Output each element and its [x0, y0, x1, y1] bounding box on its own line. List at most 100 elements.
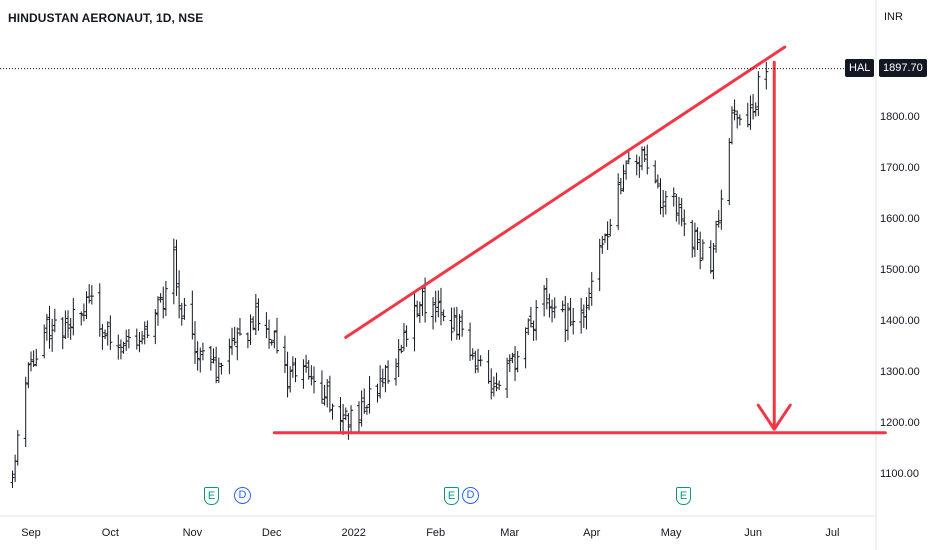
ohlc-bar — [89, 285, 94, 305]
ohlc-bar — [698, 231, 703, 270]
ohlc-bar — [105, 321, 110, 346]
ohlc-bar — [142, 321, 147, 345]
ohlc-bar — [436, 290, 441, 318]
earnings-event-icon[interactable]: E — [676, 487, 691, 505]
ohlc-bar — [383, 364, 388, 393]
down-arrow-head[interactable] — [756, 403, 792, 431]
ohlc-bar — [565, 302, 570, 341]
ohlc-bar — [568, 297, 573, 327]
last-price-badge[interactable]: 1897.70 — [879, 59, 927, 77]
ohlc-bar — [285, 351, 290, 398]
ohlc-bar — [655, 174, 660, 189]
ohlc-bar — [764, 61, 769, 90]
ohlc-bar — [322, 384, 327, 406]
ohlc-bar — [367, 375, 372, 414]
ohlc-bar — [396, 339, 401, 378]
ohlc-bar — [639, 146, 644, 171]
ohlc-bar — [441, 309, 446, 322]
time-tick-label: Feb — [426, 527, 446, 539]
ohlc-bar — [737, 114, 742, 126]
ohlc-bar — [682, 209, 687, 237]
ohlc-bar — [478, 355, 483, 367]
ohlc-bar — [309, 365, 314, 386]
ohlc-bar — [497, 380, 502, 391]
ohlc-bar — [232, 326, 237, 346]
ohlc-bar — [571, 307, 576, 335]
ohlc-bar — [677, 196, 682, 225]
ohlc-bar — [190, 290, 195, 340]
price-tick-label: 1200.00 — [880, 417, 920, 430]
ohlc-bar — [71, 298, 76, 336]
resistance-trendline[interactable] — [344, 45, 787, 339]
ohlc-bar — [605, 221, 610, 251]
ohlc-bar — [732, 99, 737, 121]
ohlc-bar — [219, 362, 224, 375]
ohlc-bar — [624, 160, 629, 180]
ohlc-bar — [26, 362, 31, 389]
ohlc-bar — [513, 345, 518, 382]
earnings-event-icon[interactable]: E — [444, 487, 459, 505]
earnings-event-icon[interactable]: E — [204, 487, 219, 505]
ohlc-bar — [692, 222, 697, 258]
ohlc-bar — [531, 320, 536, 341]
ohlc-bar — [653, 160, 658, 184]
ohlc-bar — [208, 345, 213, 371]
ohlc-bar — [579, 297, 584, 334]
ohlc-bar — [349, 405, 354, 435]
ohlc-bar — [200, 342, 205, 361]
ohlc-bar — [550, 299, 555, 323]
ohlc-bar — [282, 335, 287, 374]
ohlc-bar — [671, 187, 676, 207]
time-tick-label: 2022 — [341, 527, 366, 539]
ohlc-bar — [642, 146, 647, 162]
ohlc-bar — [735, 110, 740, 129]
drawings[interactable] — [272, 45, 887, 435]
ohlc-bar — [563, 295, 568, 342]
symbol-badge[interactable]: HAL — [845, 59, 875, 77]
price-tick-label: 1100.00 — [880, 468, 919, 480]
ohlc-bar — [177, 270, 182, 319]
ohlc-bar — [714, 220, 719, 253]
ohlc-bar — [658, 178, 663, 215]
ohlc-bar — [214, 346, 219, 384]
dividend-event-icon[interactable]: D — [234, 487, 251, 504]
currency-label: INR — [884, 11, 903, 23]
ohlc-bar — [452, 307, 457, 332]
ohlc-bar — [155, 296, 160, 326]
ohlc-bar — [626, 150, 631, 165]
price-tick-label: 1500.00 — [880, 264, 920, 277]
price-tick-label: 1300.00 — [880, 366, 920, 379]
ohlc-bar — [412, 293, 417, 352]
ohlc-bar — [198, 347, 203, 373]
ohlc-bar — [460, 309, 465, 337]
ohlc-bar — [134, 328, 139, 350]
ohlc-bar — [679, 197, 684, 227]
ohlc-bar — [510, 352, 515, 364]
ohlc-bar — [182, 297, 187, 320]
ohlc-bar — [319, 370, 324, 404]
ohlc-bar — [140, 331, 145, 345]
ohlc-bar — [507, 354, 512, 372]
ohlc-bar — [327, 375, 332, 413]
price-tick-label: 1700.00 — [880, 162, 920, 175]
ohlc-bar — [700, 239, 705, 261]
dividend-event-icon[interactable]: D — [462, 487, 479, 504]
ohlc-bar — [312, 366, 317, 394]
time-tick-label: Dec — [261, 527, 282, 539]
ohlc-bar — [227, 338, 232, 375]
price-tick-label: 1400.00 — [880, 315, 920, 328]
ohlc-bar — [745, 102, 750, 128]
ohlc-bar — [248, 314, 253, 346]
ohlc-bar — [486, 350, 491, 384]
ohlc-bar — [729, 106, 734, 145]
ohlc-bar — [293, 357, 298, 383]
ohlc-bar — [153, 309, 158, 345]
ohlc-bar — [29, 351, 33, 372]
ohlc-bar — [431, 297, 436, 330]
ohlc-bar — [124, 329, 129, 351]
ohlc-bar — [179, 302, 184, 326]
ohlc-bar — [161, 286, 166, 319]
ohlc-bar — [602, 233, 607, 243]
